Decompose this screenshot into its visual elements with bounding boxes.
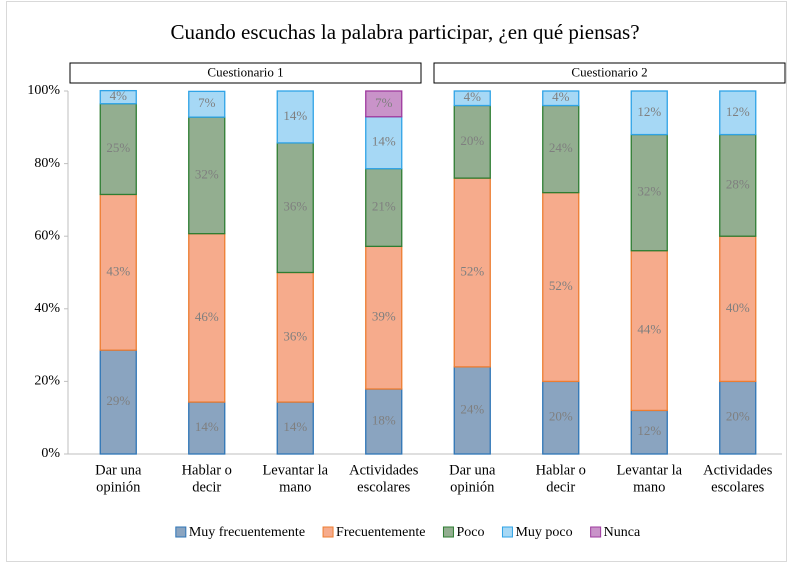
bar-segment [276, 271, 314, 403]
data-label: 4% [110, 88, 128, 103]
data-label: 12% [726, 104, 750, 119]
bar-segment [99, 89, 137, 105]
data-label: 7% [198, 95, 216, 110]
bar-segment [542, 90, 580, 107]
bar-segment [365, 168, 403, 248]
legend-marker [175, 526, 187, 538]
data-label: 7% [375, 95, 393, 110]
y-tick-label: 100% [27, 83, 60, 98]
bar-segment [630, 250, 668, 412]
bar-segment [99, 349, 137, 455]
data-label: 32% [195, 166, 219, 181]
x-tick-label: Dar una [449, 462, 496, 478]
x-tick-label: opinión [450, 479, 495, 495]
y-tick-label: 60% [34, 228, 60, 243]
bar-segment [365, 90, 403, 118]
legend-label: Frecuentemente [336, 525, 425, 540]
bar-segment [365, 245, 403, 390]
x-tick-label: Hablar o [182, 462, 232, 478]
x-tick-label: Actividades [703, 462, 773, 478]
x-tick-label: escolares [357, 479, 410, 495]
data-label: 12% [637, 423, 661, 438]
bar-segment [453, 90, 491, 107]
group-label: Cuestionario 2 [571, 64, 647, 79]
data-label: 12% [637, 104, 661, 119]
chart-title: Cuando escuchas la palabra participar, ¿… [170, 20, 639, 44]
bar-segment [453, 366, 491, 455]
y-tick-label: 40% [34, 301, 60, 316]
data-label: 4% [464, 89, 482, 104]
bar-segment [630, 90, 668, 136]
data-label: 32% [637, 184, 661, 199]
data-label: 24% [549, 140, 573, 155]
bar-segment [188, 401, 226, 455]
bar-segment [719, 90, 757, 136]
data-label: 18% [372, 412, 396, 427]
data-label: 25% [106, 140, 130, 155]
bar-segment [188, 90, 226, 118]
legend-marker [442, 526, 454, 538]
data-label: 44% [637, 322, 661, 337]
data-label: 14% [283, 419, 307, 434]
data-label: 20% [549, 409, 573, 424]
bar-segment [719, 380, 757, 455]
data-label: 20% [726, 409, 750, 424]
legend-marker [322, 526, 334, 538]
bar-segment [542, 191, 580, 383]
bar-segment [365, 388, 403, 455]
data-label: 39% [372, 309, 396, 324]
x-tick-label: Actividades [349, 462, 419, 478]
data-label: 24% [460, 401, 484, 416]
bar-segment [99, 103, 137, 196]
data-label: 52% [460, 263, 484, 278]
legend-label: Muy poco [515, 525, 572, 540]
bar-segment [99, 193, 137, 351]
data-label: 21% [372, 199, 396, 214]
group-label: Cuestionario 1 [207, 64, 283, 79]
y-tick-label: 0% [41, 446, 60, 461]
data-label: 36% [283, 199, 307, 214]
data-label: 43% [106, 263, 130, 278]
y-tick-label: 20% [34, 374, 60, 389]
x-tick-label: Levantar la [262, 462, 328, 478]
data-label: 14% [283, 108, 307, 123]
bar-segment [719, 235, 757, 383]
legend-label: Muy frecuentemente [189, 525, 305, 540]
data-label: 14% [195, 419, 219, 434]
legend-marker [590, 526, 602, 538]
data-label: 14% [372, 134, 396, 149]
bar-segment [188, 233, 226, 403]
bar-segment [365, 116, 403, 170]
data-label: 28% [726, 176, 750, 191]
legend-label: Poco [456, 525, 484, 540]
x-tick-label: Levantar la [616, 462, 682, 478]
bar-segment [276, 90, 314, 144]
data-label: 20% [460, 133, 484, 148]
x-tick-label: opinión [96, 479, 141, 495]
x-tick-label: escolares [711, 479, 764, 495]
y-tick-label: 80% [34, 156, 60, 171]
group-header [433, 62, 786, 84]
bar-segment [453, 177, 491, 368]
data-label: 36% [283, 328, 307, 343]
x-tick-label: decir [546, 479, 575, 495]
group-header [69, 62, 422, 84]
legend-marker [501, 526, 513, 538]
x-tick-label: mano [279, 479, 311, 495]
x-tick-label: decir [192, 479, 221, 495]
data-label: 40% [726, 300, 750, 315]
x-tick-label: mano [633, 479, 665, 495]
x-tick-label: Hablar o [536, 462, 586, 478]
bar-segment [630, 133, 668, 252]
data-label: 4% [552, 89, 570, 104]
legend-label: Nunca [604, 525, 641, 540]
x-tick-label: Dar una [95, 462, 142, 478]
data-label: 29% [106, 393, 130, 408]
bar-segment [542, 380, 580, 455]
bar-segment [276, 401, 314, 455]
data-label: 52% [549, 278, 573, 293]
data-label: 46% [195, 309, 219, 324]
bar-segment [630, 409, 668, 455]
